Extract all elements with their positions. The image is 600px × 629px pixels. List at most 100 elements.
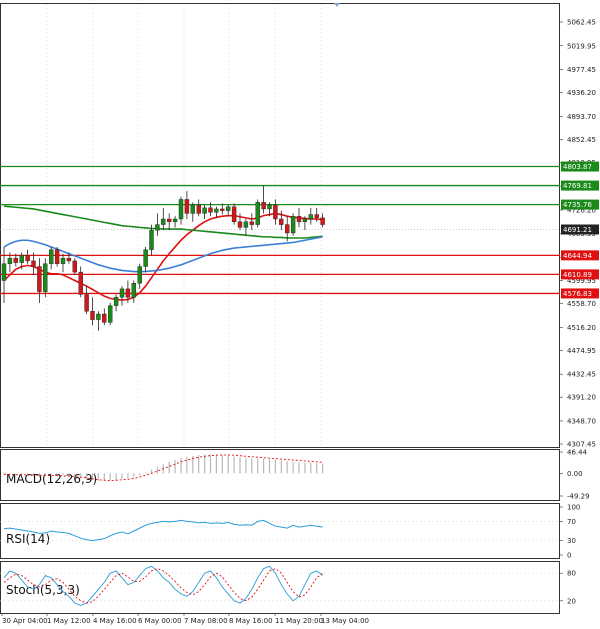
rsi-line — [3, 519, 323, 542]
time-axis-label: 11 May 20:00 — [275, 617, 323, 625]
candle-body — [225, 206, 231, 211]
candle-body — [202, 207, 207, 214]
level-tag — [561, 199, 599, 210]
candle-body — [237, 221, 243, 228]
candle-body — [119, 288, 125, 298]
candle-body — [78, 271, 83, 295]
time-axis: 30 Apr 04:00 1 May 12:00 4 May 16:00 6 May … — [1, 613, 369, 625]
candle-body — [308, 214, 313, 220]
price-axis-label: 4348.70 — [567, 417, 596, 425]
candle-body — [249, 221, 255, 225]
stoch-panel: Stoch(5,3,3) 80 20 — [0, 561, 576, 614]
time-axis-label: 4 May 16:00 — [93, 617, 137, 625]
candle-body — [190, 204, 196, 214]
candle-body — [166, 218, 172, 222]
candle-body — [43, 263, 48, 292]
current-price-label: 4691.21 — [563, 226, 592, 234]
macd-axis-label: 46.44 — [567, 449, 588, 457]
candle-body — [113, 297, 119, 306]
candle-body — [19, 255, 24, 263]
level-value-label: 4576.83 — [563, 290, 592, 298]
time-axis-label: 1 May 12:00 — [47, 617, 91, 625]
candle-body — [60, 257, 66, 264]
candle-body — [49, 249, 54, 264]
price-axis-label: 4893.70 — [567, 113, 596, 121]
current-price-tag — [561, 224, 599, 235]
price-axis-label: 4599.95 — [567, 277, 596, 285]
candle-body — [13, 257, 19, 263]
price-axis-label: 4936.20 — [567, 89, 596, 97]
candle-body — [273, 204, 278, 220]
candle-body — [243, 221, 249, 228]
stoch-title: Stoch(5,3,3) — [6, 583, 80, 597]
candle-body — [1, 263, 7, 281]
time-axis-label: 8 May 16:00 — [229, 617, 273, 625]
level-value-label: 4610.89 — [563, 271, 592, 279]
macd-panel-frame — [0, 449, 560, 501]
candle-body — [31, 260, 36, 267]
candle-body — [37, 266, 42, 292]
rsi-axis-label: 70 — [567, 518, 576, 526]
level-tag — [561, 269, 599, 280]
stoch-line — [3, 565, 323, 606]
candle-body — [143, 249, 148, 267]
candle-body — [196, 204, 201, 214]
stoch-line — [3, 568, 323, 604]
candle-body — [72, 260, 78, 273]
level-value-label: 4735.76 — [563, 201, 592, 209]
candle-body — [184, 199, 190, 214]
rsi-axis-label: 30 — [567, 537, 576, 545]
level-value-label: 4803.87 — [563, 163, 592, 171]
candle-body — [220, 208, 225, 211]
candle-body — [155, 224, 160, 231]
candle-body — [161, 218, 166, 225]
time-axis-label: 7 May 08:00 — [184, 617, 228, 625]
candle-body — [214, 208, 219, 213]
candle-body — [208, 207, 213, 213]
candle-body — [302, 218, 308, 222]
price-axis-label: 4432.45 — [567, 371, 596, 379]
stoch-axis-label: 80 — [567, 570, 576, 578]
time-axis-label: 13 May 04:00 — [321, 617, 369, 625]
level-tag — [561, 161, 599, 172]
time-axis-label: 30 Apr 04:00 — [2, 617, 48, 625]
candle-body — [66, 257, 72, 262]
level-tag — [561, 288, 599, 299]
price-axis-label: 5019.95 — [567, 42, 596, 50]
price-axis-label: 4474.95 — [567, 347, 596, 355]
candle-body — [131, 283, 137, 298]
candle-body — [231, 206, 237, 222]
rsi-axis-label: 100 — [567, 504, 580, 512]
time-axis-label: 6 May 00:00 — [138, 617, 182, 625]
candle-body — [25, 255, 30, 262]
rsi-panel-frame — [0, 503, 560, 559]
macd-axis-label: 0.00 — [567, 470, 583, 478]
price-panel: 5062.45 5019.95 4977.45 4936.20 4893.70 4852.… — [0, 3, 599, 449]
price-axis-label: 4391.20 — [567, 394, 596, 402]
level-tag — [561, 180, 599, 191]
candle-body — [267, 204, 272, 210]
candle-body — [125, 288, 131, 298]
candle-body — [102, 313, 107, 323]
rsi-title: RSI(14) — [6, 532, 50, 546]
candle-body — [107, 305, 113, 323]
macd-signal-line — [3, 454, 323, 482]
candle-body — [290, 216, 296, 234]
price-axis-label: 4726.20 — [567, 206, 596, 214]
candle-body — [54, 249, 60, 264]
main-panel-frame — [0, 3, 560, 448]
candle-body — [255, 202, 260, 225]
level-value-label: 4769.81 — [563, 182, 592, 190]
macd-panel: MACD(12,26,9) 46.440.00-49.29 — [0, 449, 590, 501]
candle-body — [314, 214, 319, 219]
candle-body — [149, 229, 154, 250]
candle-body — [178, 199, 184, 220]
price-axis-label: 4516.20 — [567, 324, 596, 332]
price-axis-label: 5062.45 — [567, 19, 596, 27]
candle-body — [320, 217, 325, 225]
macd-axis-label: -49.29 — [567, 493, 590, 501]
candle-body — [285, 224, 290, 234]
level-value-label: 4644.94 — [563, 252, 592, 260]
